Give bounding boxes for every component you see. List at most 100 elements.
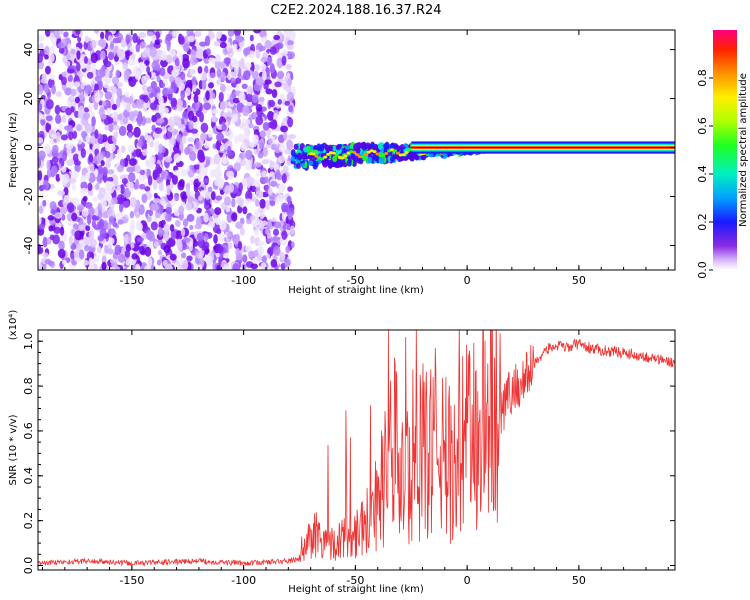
signal-blob [346, 159, 352, 167]
noise-blob [61, 165, 67, 173]
noise-region [38, 30, 297, 270]
noise-blob [127, 58, 136, 66]
noise-blob [188, 179, 194, 186]
noise-blob [163, 223, 170, 234]
noise-blob [227, 47, 234, 58]
noise-blob [258, 45, 266, 52]
colorbar: 0.0 0.2 0.4 0.6 0.8 Normalized spectral ampl… [696, 30, 749, 279]
noise-blob [221, 123, 227, 131]
noise-blob [44, 30, 51, 38]
noise-blob [245, 190, 253, 202]
noise-blob [270, 259, 278, 268]
x-tick-label: -150 [119, 274, 144, 287]
noise-blob [125, 51, 130, 61]
noise-blob [147, 257, 153, 267]
signal-blob [389, 155, 395, 163]
noise-blob [172, 30, 179, 37]
snr-xlabel: Height of straight line (km) [288, 584, 424, 595]
signal-blob [414, 154, 420, 161]
noise-blob [124, 250, 131, 258]
noise-blob [239, 159, 246, 167]
noise-blob [225, 85, 232, 91]
signal-core-blob [340, 156, 345, 160]
noise-blob [104, 91, 112, 100]
noise-blob [265, 199, 270, 211]
noise-blob [183, 43, 190, 52]
noise-blob [220, 219, 227, 231]
noise-blob [117, 148, 122, 159]
noise-blob [204, 191, 211, 200]
noise-blob [147, 175, 153, 186]
noise-blob [198, 80, 203, 90]
noise-blob [94, 129, 99, 139]
noise-blob [160, 50, 167, 61]
noise-blob [99, 227, 107, 239]
noise-blob [79, 187, 88, 195]
noise-blob [272, 119, 278, 129]
noise-blob [75, 30, 81, 35]
noise-blob [238, 92, 246, 103]
noise-blob [55, 131, 61, 142]
signal-core-blob [401, 153, 406, 157]
noise-blob [179, 71, 186, 81]
noise-blob [94, 92, 101, 103]
noise-blob [252, 257, 258, 264]
noise-blob [58, 47, 65, 54]
noise-blob [264, 79, 272, 85]
noise-blob [255, 77, 264, 86]
noise-blob [49, 183, 55, 190]
noise-blob [287, 39, 294, 46]
noise-blob [113, 180, 119, 186]
noise-blob [122, 62, 129, 70]
noise-blob [233, 30, 242, 36]
noise-blob [108, 122, 114, 133]
noise-blob [268, 99, 276, 108]
noise-blob [115, 69, 120, 79]
noise-blob [154, 140, 160, 148]
snr-multiplier: (x10⁴) [8, 310, 19, 341]
noise-blob [205, 159, 210, 167]
noise-blob [269, 63, 275, 75]
noise-blob [219, 61, 225, 70]
noise-blob [108, 237, 115, 245]
noise-blob [51, 156, 59, 164]
signal-core-blob [314, 154, 319, 158]
noise-blob [74, 160, 81, 166]
noise-blob [71, 212, 78, 222]
noise-blob [252, 112, 258, 119]
noise-blob [287, 78, 292, 87]
noise-blob [79, 239, 84, 245]
noise-blob [61, 114, 67, 124]
noise-blob [267, 138, 273, 146]
noise-blob [49, 45, 55, 54]
signal-blob [307, 154, 313, 160]
noise-blob [45, 144, 51, 154]
noise-blob [199, 162, 205, 174]
noise-blob [122, 200, 130, 208]
signal-blob [379, 156, 385, 164]
noise-blob [261, 159, 269, 165]
noise-blob [281, 230, 288, 241]
noise-blob [189, 150, 197, 162]
noise-blob [201, 71, 207, 81]
noise-blob [124, 91, 130, 98]
noise-blob [107, 169, 115, 175]
signal-blob [321, 159, 327, 166]
noise-blob [213, 153, 221, 165]
noise-blob [274, 81, 282, 88]
noise-blob [116, 87, 123, 98]
noise-blob [85, 225, 91, 232]
noise-blob [180, 252, 187, 259]
noise-blob [281, 202, 289, 213]
x-tick-label: -50 [346, 274, 364, 287]
noise-blob [139, 169, 145, 176]
noise-blob [136, 236, 144, 243]
noise-blob [140, 63, 147, 72]
noise-blob [88, 257, 94, 268]
noise-blob [187, 137, 195, 143]
noise-blob [38, 170, 43, 181]
noise-blob [186, 255, 193, 262]
y-tick-label: 0.6 [22, 422, 35, 440]
noise-blob [130, 243, 135, 249]
noise-blob [54, 114, 62, 125]
